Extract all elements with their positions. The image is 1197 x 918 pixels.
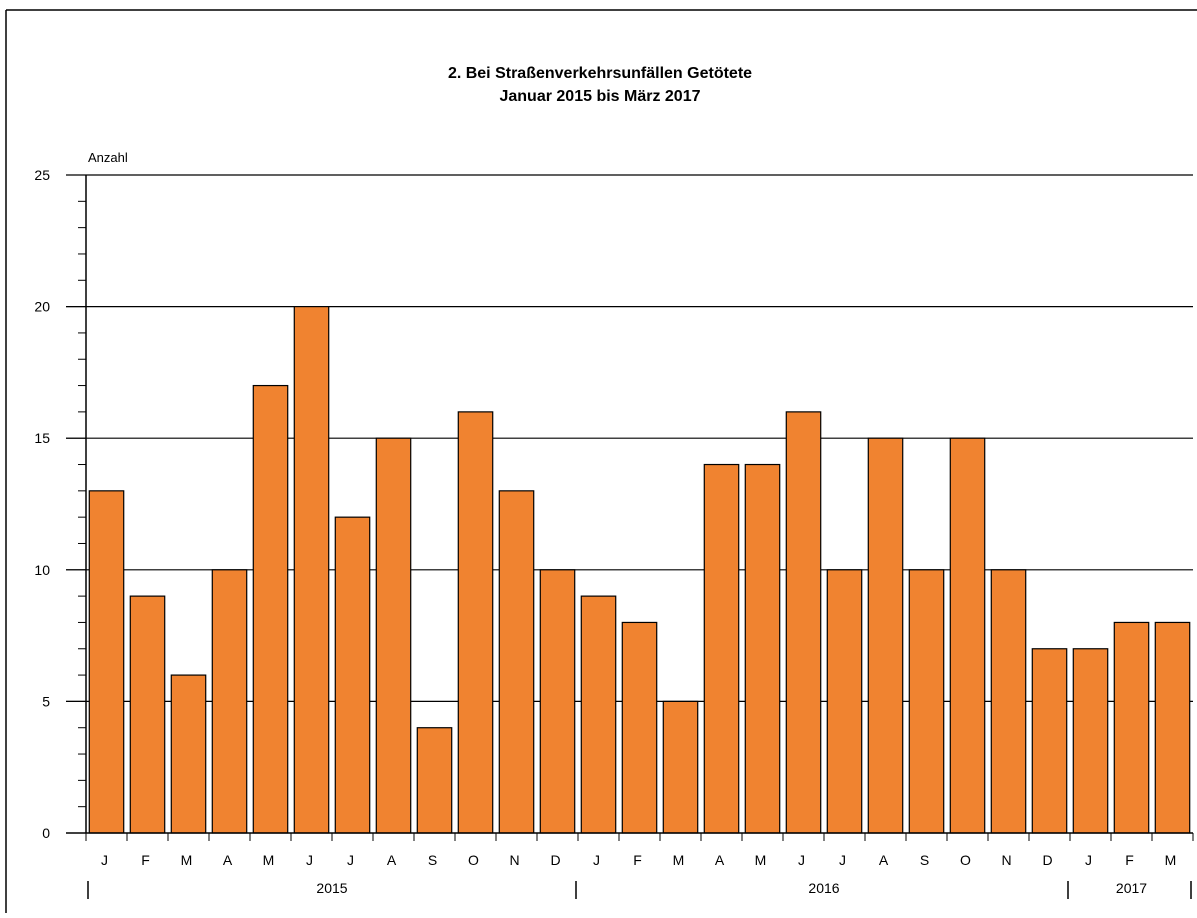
bar bbox=[703, 463, 740, 834]
x-tick-label: J bbox=[1085, 852, 1092, 868]
bar bbox=[498, 490, 535, 834]
x-tick-label: M bbox=[1165, 852, 1177, 868]
bar bbox=[908, 569, 945, 834]
bar bbox=[785, 411, 822, 834]
bar bbox=[1072, 648, 1109, 834]
bar bbox=[1113, 621, 1150, 834]
bar bbox=[293, 306, 330, 834]
y-axis-label: Anzahl bbox=[88, 150, 128, 165]
bar bbox=[375, 437, 412, 834]
x-tick-label: J bbox=[839, 852, 846, 868]
x-tick-label: N bbox=[1001, 852, 1011, 868]
y-tick-label: 10 bbox=[34, 562, 50, 578]
y-tick-label: 25 bbox=[34, 167, 50, 183]
y-tick-label: 5 bbox=[42, 693, 50, 709]
bar bbox=[88, 490, 125, 834]
x-tick-label: D bbox=[1042, 852, 1052, 868]
y-tick-label: 15 bbox=[34, 430, 50, 446]
x-tick-label: O bbox=[468, 852, 479, 868]
bar bbox=[990, 569, 1027, 834]
x-tick-label: S bbox=[920, 852, 929, 868]
bar bbox=[129, 595, 166, 834]
bar bbox=[457, 411, 494, 834]
year-label: 2017 bbox=[1116, 880, 1147, 896]
x-tick-label: A bbox=[715, 852, 725, 868]
bar bbox=[334, 516, 371, 834]
bar bbox=[949, 437, 986, 834]
bar bbox=[211, 569, 248, 834]
x-tick-label: A bbox=[387, 852, 397, 868]
bar bbox=[1154, 621, 1191, 834]
x-tick-label: J bbox=[593, 852, 600, 868]
x-tick-label: F bbox=[141, 852, 150, 868]
bar bbox=[252, 384, 289, 834]
bar bbox=[744, 463, 781, 834]
x-tick-label: D bbox=[550, 852, 560, 868]
x-tick-label: M bbox=[755, 852, 767, 868]
bar bbox=[416, 727, 453, 834]
x-tick-label: N bbox=[509, 852, 519, 868]
x-tick-label: A bbox=[223, 852, 233, 868]
x-tick-label: J bbox=[798, 852, 805, 868]
x-tick-label: M bbox=[673, 852, 685, 868]
x-tick-label: J bbox=[306, 852, 313, 868]
bar bbox=[539, 569, 576, 834]
bar bbox=[662, 700, 699, 834]
year-label: 2016 bbox=[808, 880, 839, 896]
x-tick-label: M bbox=[263, 852, 275, 868]
bar bbox=[580, 595, 617, 834]
axes: 0 5 10 15 20 25 J F M A M J J A S O N D J F M A M J J A S O N D J F M 201… bbox=[34, 167, 1194, 899]
y-tick-label: 20 bbox=[34, 299, 50, 315]
chart-subtitle: Januar 2015 bis März 2017 bbox=[499, 88, 700, 105]
bar bbox=[170, 674, 207, 834]
x-tick-label: S bbox=[428, 852, 437, 868]
y-tick-label: 0 bbox=[42, 825, 50, 841]
x-tick-label: O bbox=[960, 852, 971, 868]
x-tick-label: J bbox=[347, 852, 354, 868]
year-label: 2015 bbox=[316, 880, 347, 896]
bar bbox=[1031, 648, 1068, 834]
bar bbox=[867, 437, 904, 834]
x-tick-label: F bbox=[633, 852, 642, 868]
bar bbox=[621, 621, 658, 834]
bars bbox=[88, 306, 1191, 834]
bar bbox=[826, 569, 863, 834]
x-tick-label: A bbox=[879, 852, 889, 868]
x-tick-label: M bbox=[181, 852, 193, 868]
x-tick-label: F bbox=[1125, 852, 1134, 868]
x-tick-label: J bbox=[101, 852, 108, 868]
chart-title: 2. Bei Straßenverkehrsunfällen Getötete bbox=[448, 65, 752, 82]
